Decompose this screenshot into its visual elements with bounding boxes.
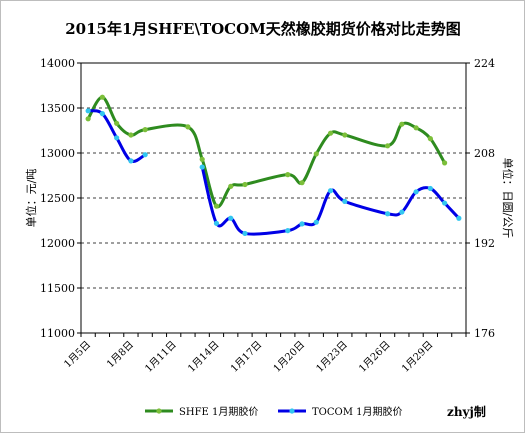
data-point-shfe bbox=[242, 181, 248, 188]
watermark: zhyj制 bbox=[447, 404, 486, 419]
data-point-shfe bbox=[85, 116, 91, 122]
y-left-tick-label: 11500 bbox=[40, 282, 75, 295]
data-point-shfe bbox=[114, 120, 120, 126]
data-point-tocom bbox=[128, 158, 134, 164]
data-point-tocom bbox=[384, 211, 391, 217]
y-right-tick-label: 224 bbox=[474, 57, 495, 70]
data-point-shfe bbox=[228, 183, 234, 189]
legend-label-shfe: SHFE 1月期胶价 bbox=[179, 405, 258, 418]
data-point-tocom bbox=[342, 198, 348, 204]
data-point-tocom bbox=[199, 164, 205, 170]
data-point-tocom bbox=[99, 111, 105, 117]
data-point-tocom bbox=[399, 209, 405, 215]
data-point-shfe bbox=[384, 143, 391, 149]
data-point-shfe bbox=[427, 136, 433, 142]
x-tick-label: 1月5日 bbox=[62, 339, 94, 371]
data-point-tocom bbox=[228, 215, 234, 221]
data-point-shfe bbox=[442, 160, 448, 166]
y-right-tick-label: 208 bbox=[474, 147, 495, 160]
data-point-tocom bbox=[142, 152, 148, 158]
data-point-tocom bbox=[456, 215, 462, 221]
data-point-shfe bbox=[213, 203, 220, 209]
data-point-shfe bbox=[327, 130, 334, 136]
series-line-tocom bbox=[200, 165, 461, 236]
x-tick-label: 1月14日 bbox=[185, 339, 221, 375]
x-axis-ticks: 1月5日 1月8日 1月11日 1月14日 1月17日 1月20日 1月23日 1月26日 1月… bbox=[62, 333, 467, 375]
legend-marker-shfe bbox=[156, 408, 162, 414]
chart-title: 2015年1月SHFE\TOCOM天然橡胶期货价格对比走势图 bbox=[65, 20, 461, 38]
y-left-tick-label: 13000 bbox=[40, 147, 75, 160]
y-left-tick-label: 14000 bbox=[40, 57, 75, 70]
y-left-tick-label: 12000 bbox=[40, 237, 75, 250]
data-point-shfe bbox=[199, 156, 205, 162]
x-tick-label: 1月26日 bbox=[357, 339, 393, 375]
legend-label-tocom: TOCOM 1月期胶价 bbox=[312, 405, 403, 418]
data-point-shfe bbox=[128, 132, 134, 138]
data-point-tocom bbox=[85, 108, 91, 114]
y-left-tick-label: 11000 bbox=[40, 327, 75, 340]
y-right-tick-label: 176 bbox=[474, 327, 495, 340]
data-point-tocom bbox=[114, 135, 120, 141]
gridlines bbox=[81, 107, 466, 289]
data-point-tocom bbox=[427, 185, 433, 192]
data-point-tocom bbox=[313, 219, 319, 225]
x-tick-label: 1月23日 bbox=[314, 339, 350, 375]
data-point-tocom bbox=[285, 228, 291, 234]
x-tick-label: 1月17日 bbox=[228, 339, 264, 375]
data-point-shfe bbox=[313, 151, 319, 157]
x-tick-label: 1月20日 bbox=[271, 339, 307, 375]
data-point-tocom bbox=[242, 230, 248, 237]
series-line-shfe bbox=[86, 95, 447, 209]
series-layer bbox=[85, 94, 462, 237]
data-point-tocom bbox=[442, 200, 448, 206]
data-point-shfe bbox=[99, 94, 105, 100]
data-point-shfe bbox=[285, 172, 291, 178]
legend-marker-tocom bbox=[289, 408, 295, 414]
x-tick-label: 1月29日 bbox=[399, 339, 435, 375]
data-point-tocom bbox=[413, 189, 419, 195]
y-right-tick-label: 192 bbox=[474, 237, 495, 250]
y-axis-left-label: 单位：元/吨 bbox=[24, 169, 38, 228]
data-point-shfe bbox=[413, 125, 419, 131]
y-left-tick-label: 13500 bbox=[40, 102, 75, 115]
x-tick-label: 1月8日 bbox=[104, 339, 136, 371]
data-point-tocom bbox=[213, 220, 220, 226]
data-point-shfe bbox=[299, 180, 305, 186]
data-point-tocom bbox=[299, 221, 305, 227]
y-axis-left-ticks: 14000 13500 13000 12500 12000 11500 11000 bbox=[40, 57, 81, 340]
legend: SHFE 1月期胶价 TOCOM 1月期胶价 bbox=[145, 405, 403, 418]
data-point-shfe bbox=[142, 127, 148, 133]
y-axis-right-label: 单位：日圆/公斤 bbox=[501, 158, 515, 239]
y-axis-right-ticks: 224 208 192 176 bbox=[466, 57, 495, 340]
data-point-shfe bbox=[342, 132, 348, 138]
y-left-tick-label: 12500 bbox=[40, 192, 75, 205]
data-point-shfe bbox=[399, 121, 405, 127]
data-point-shfe bbox=[185, 124, 191, 130]
x-tick-label: 1月11日 bbox=[143, 339, 179, 375]
data-point-tocom bbox=[327, 188, 334, 194]
